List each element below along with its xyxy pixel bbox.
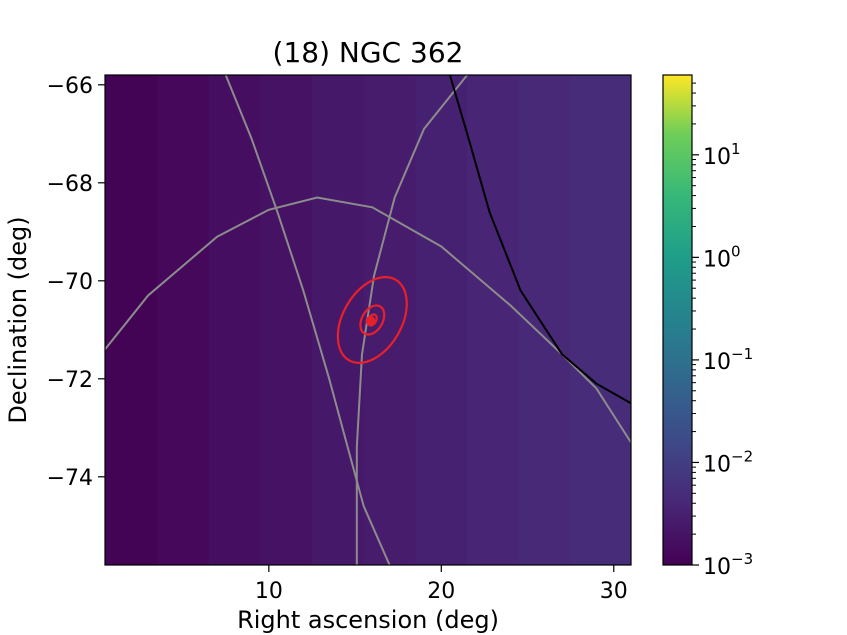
- colorbar-tick-label: 10−2: [703, 447, 753, 477]
- heatmap-cell: [518, 75, 572, 565]
- y-axis: −66 −68 −70 −72 −74: [47, 74, 105, 491]
- plot-frame: [104, 74, 632, 566]
- y-tick-label: −68: [47, 172, 93, 197]
- heatmap-cell: [105, 75, 158, 565]
- heatmap-cell: [311, 75, 365, 565]
- x-axis-label: Right ascension (deg): [237, 606, 499, 634]
- x-tick-label: 30: [600, 579, 628, 604]
- y-axis-label: Declination (deg): [4, 216, 32, 423]
- heatmap-cell: [415, 75, 468, 565]
- black-contour-line: [448, 75, 631, 405]
- heatmap-cell: [260, 75, 313, 565]
- x-tick-label: 10: [255, 579, 283, 604]
- heatmap-cell: [156, 75, 209, 565]
- gray-contour-line: [224, 75, 391, 565]
- colorbar-frame: [662, 74, 693, 566]
- colorbar-tick-label: 10−1: [703, 345, 753, 375]
- colorbar-tick-label: 10−3: [703, 550, 753, 580]
- chart-title: (18) NGC 362: [273, 36, 464, 69]
- colorbar-gradient: [663, 75, 692, 565]
- y-tick-label: −70: [47, 270, 93, 295]
- gray-contour-line: [105, 196, 631, 444]
- heatmap-cell: [467, 75, 520, 565]
- y-tick-label: −74: [47, 466, 93, 491]
- plot-area: [104, 74, 632, 566]
- source-marker: [365, 315, 376, 326]
- colorbar-tick-label: 100: [703, 242, 741, 272]
- heatmap-cell: [208, 75, 261, 565]
- x-tick-label: 20: [427, 579, 455, 604]
- red-confidence-ellipse: [359, 304, 386, 336]
- y-tick-label: −66: [47, 74, 93, 99]
- y-tick-label: −72: [47, 368, 93, 393]
- colorbar-tick-label: 101: [703, 140, 741, 170]
- colorbar: 10−3 10−2 10−1 100 101: [662, 74, 753, 580]
- gray-contour-line: [355, 75, 468, 565]
- heatmap-cell: [570, 75, 631, 565]
- red-confidence-ellipse: [336, 276, 408, 364]
- x-axis: 10 20 30: [255, 565, 628, 604]
